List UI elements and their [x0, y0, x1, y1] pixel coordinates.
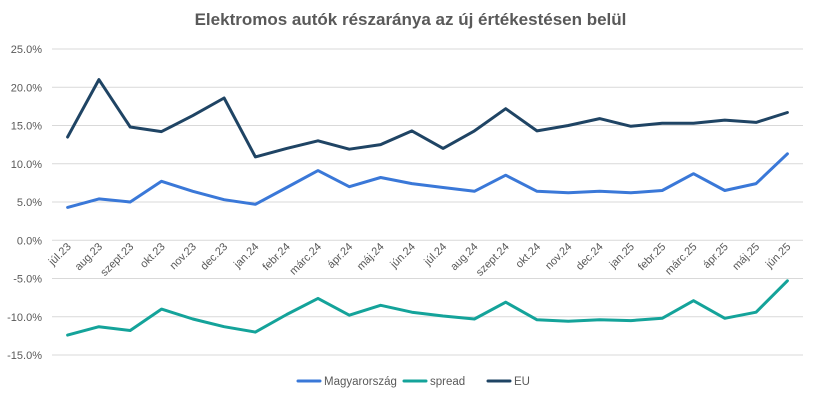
- legend-label: EU: [514, 376, 530, 388]
- y-tick-label: 20.0%: [11, 82, 42, 94]
- y-tick-label: 15.0%: [11, 121, 42, 133]
- y-tick-label: -5.0%: [13, 274, 42, 286]
- legend-label: spread: [430, 376, 465, 388]
- x-tick-label: jan.25: [607, 241, 637, 271]
- y-tick-label: 25.0%: [11, 44, 42, 56]
- series-line: [66, 279, 789, 337]
- x-tick-label: okt.24: [513, 241, 543, 271]
- x-tick-label: máj.24: [355, 241, 387, 273]
- x-tick-label: ápr.24: [325, 241, 355, 271]
- x-tick-label: dec.24: [574, 241, 606, 273]
- y-tick-label: -10.0%: [7, 312, 42, 324]
- chart-title: Elektromos autók részaránya az új értéke…: [194, 10, 627, 29]
- y-tick-label: 10.0%: [11, 159, 42, 171]
- x-tick-label: nov.24: [543, 241, 574, 272]
- x-tick-label: máj.25: [730, 241, 762, 273]
- series-line: [66, 78, 789, 159]
- y-tick-label: 5.0%: [17, 197, 42, 209]
- y-tick-label: -15.0%: [7, 350, 42, 362]
- x-tick-label: ápr.25: [701, 241, 731, 271]
- x-tick-label: szept.24: [474, 241, 512, 279]
- x-tick-label: okt.23: [138, 241, 168, 271]
- x-tick-label: júl.24: [421, 241, 449, 269]
- x-tick-label: jún.24: [388, 241, 418, 271]
- x-tick-label: szept.23: [98, 241, 136, 279]
- x-tick-label: márc.25: [663, 241, 700, 278]
- x-tick-label: márc.24: [288, 241, 325, 278]
- x-tick-label: júl.23: [46, 241, 74, 269]
- x-tick-label: nov.23: [168, 241, 199, 272]
- x-tick-label: dec.23: [198, 241, 230, 273]
- x-tick-label: jan.24: [231, 241, 261, 271]
- y-tick-label: 0.0%: [17, 235, 42, 247]
- series-line: [66, 152, 789, 209]
- legend-label: Magyarország: [324, 376, 397, 388]
- x-tick-label: jún.25: [763, 241, 793, 271]
